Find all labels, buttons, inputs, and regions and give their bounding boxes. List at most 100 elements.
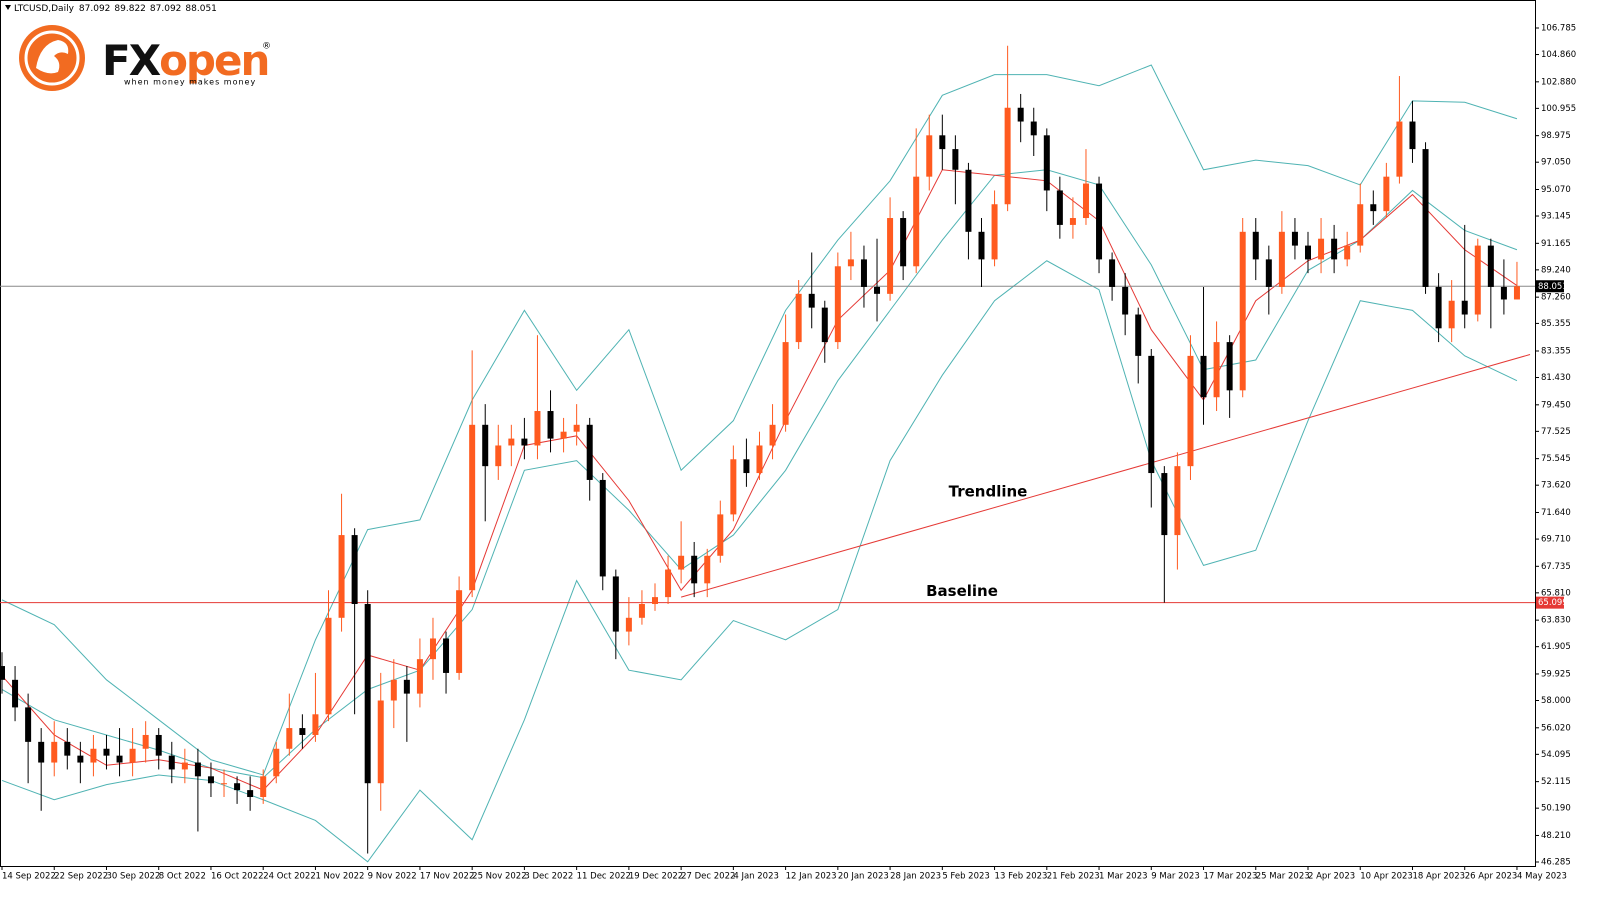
candle-body <box>1135 314 1142 356</box>
candle-body <box>847 259 854 267</box>
candle-body <box>678 555 685 570</box>
header-high: 89.822 <box>114 4 146 14</box>
y-tick-label: 85.355 <box>1541 319 1571 329</box>
price-label: 88.051 <box>1538 282 1568 292</box>
candle-body <box>652 597 658 605</box>
header-close: 88.051 <box>185 4 217 14</box>
candle-body <box>900 218 907 267</box>
candle-body <box>1370 204 1377 212</box>
candle-body <box>1305 245 1311 260</box>
candle-body <box>691 555 698 584</box>
x-tick-label: 25 Nov 2022 <box>472 872 526 882</box>
logo-brand: FXopen <box>102 36 268 85</box>
y-tick-label: 81.430 <box>1541 373 1571 383</box>
candle-body <box>377 700 384 784</box>
candle-body <box>299 728 306 735</box>
x-tick-label: 18 Apr 2023 <box>1412 872 1465 882</box>
baseline-label: Baseline <box>926 582 998 600</box>
candle-body <box>638 604 645 618</box>
x-tick-label: 8 Oct 2022 <box>159 872 206 882</box>
candle-body <box>1474 245 1481 315</box>
y-tick-label: 59.925 <box>1541 669 1571 679</box>
logo-brand-b: open <box>159 36 268 85</box>
candle-body <box>129 748 136 763</box>
logo-bull <box>36 40 69 74</box>
candle-body <box>1069 218 1076 225</box>
y-tick-label: 98.975 <box>1541 131 1571 141</box>
candle-body <box>390 679 397 701</box>
candle-body <box>286 728 293 749</box>
x-tick-label: 9 Mar 2023 <box>1151 872 1199 882</box>
candle-body <box>351 535 358 605</box>
candle-body <box>64 741 71 756</box>
candle-body <box>338 535 345 618</box>
y-tick-label: 67.735 <box>1541 562 1571 572</box>
plot-frame <box>0 0 1536 867</box>
candle-body <box>247 790 254 798</box>
y-tick-label: 102.880 <box>1541 77 1576 87</box>
candle-body <box>1004 107 1011 205</box>
candle-body <box>456 590 463 673</box>
x-tick-label: 27 Dec 2022 <box>681 872 735 882</box>
candle-body <box>860 259 867 287</box>
x-tick-label: 16 Oct 2022 <box>211 872 264 882</box>
candle-body <box>234 783 241 791</box>
candle-body <box>586 424 593 480</box>
x-tick-label: 25 Mar 2023 <box>1256 872 1310 882</box>
y-tick-label: 93.145 <box>1541 212 1571 222</box>
candle-body <box>1278 231 1285 287</box>
candle-body <box>1448 300 1455 329</box>
candle-body <box>1187 355 1194 467</box>
candle-body <box>1056 190 1063 225</box>
x-tick-label: 19 Dec 2022 <box>629 872 683 882</box>
candle-body <box>103 748 110 756</box>
logo-brand-a: FX <box>102 36 161 85</box>
x-tick-label: 12 Jan 2023 <box>786 872 837 882</box>
candle-body <box>782 342 789 425</box>
header-low: 87.092 <box>150 4 182 14</box>
logo-mark: ® <box>262 42 271 52</box>
candle-body <box>547 411 554 439</box>
candle-body <box>443 638 450 673</box>
y-tick-label: 100.955 <box>1541 104 1576 114</box>
y-tick-label: 89.240 <box>1541 265 1571 275</box>
candle-body <box>1082 183 1089 219</box>
candle-body <box>1030 121 1037 136</box>
y-tick-label: 50.190 <box>1541 804 1571 814</box>
x-tick-label: 4 May 2023 <box>1517 872 1567 882</box>
candle-body <box>155 734 162 756</box>
candle-body <box>364 604 371 784</box>
y-tick-label: 95.070 <box>1541 185 1571 195</box>
candle-body <box>312 714 319 735</box>
candle-body <box>573 424 580 432</box>
candle-body <box>469 424 476 591</box>
candle-body <box>1383 176 1390 212</box>
candle-body <box>221 783 228 785</box>
candle-body <box>1500 286 1507 300</box>
x-tick-label: 10 Apr 2023 <box>1360 872 1413 882</box>
candle-body <box>1043 135 1050 191</box>
x-tick-label: 30 Sep 2022 <box>106 872 160 882</box>
candle-body <box>77 755 84 763</box>
candle-body <box>599 479 606 577</box>
candle-body <box>1435 286 1442 329</box>
baseline-price: 65.099 <box>1538 598 1568 608</box>
candle-body <box>1422 149 1429 287</box>
candle-body <box>1291 231 1298 246</box>
candle-body <box>1344 245 1351 260</box>
x-tick-label: 11 Dec 2022 <box>577 872 631 882</box>
candle-body <box>51 741 58 763</box>
x-tick-label: 4 Jan 2023 <box>733 872 779 882</box>
symbol: LTCUSD,Daily <box>14 4 75 14</box>
candle-body <box>508 438 515 446</box>
candle-body <box>1017 107 1024 122</box>
x-tick-label: 2 Apr 2023 <box>1308 872 1355 882</box>
candle-body <box>1409 121 1416 150</box>
candle-body <box>913 176 920 267</box>
candle-body <box>1213 342 1220 398</box>
x-tick-label: 14 Sep 2022 <box>2 872 56 882</box>
candle-body <box>1096 183 1103 260</box>
candle-body <box>260 776 267 798</box>
indicator-line <box>1 169 1518 779</box>
